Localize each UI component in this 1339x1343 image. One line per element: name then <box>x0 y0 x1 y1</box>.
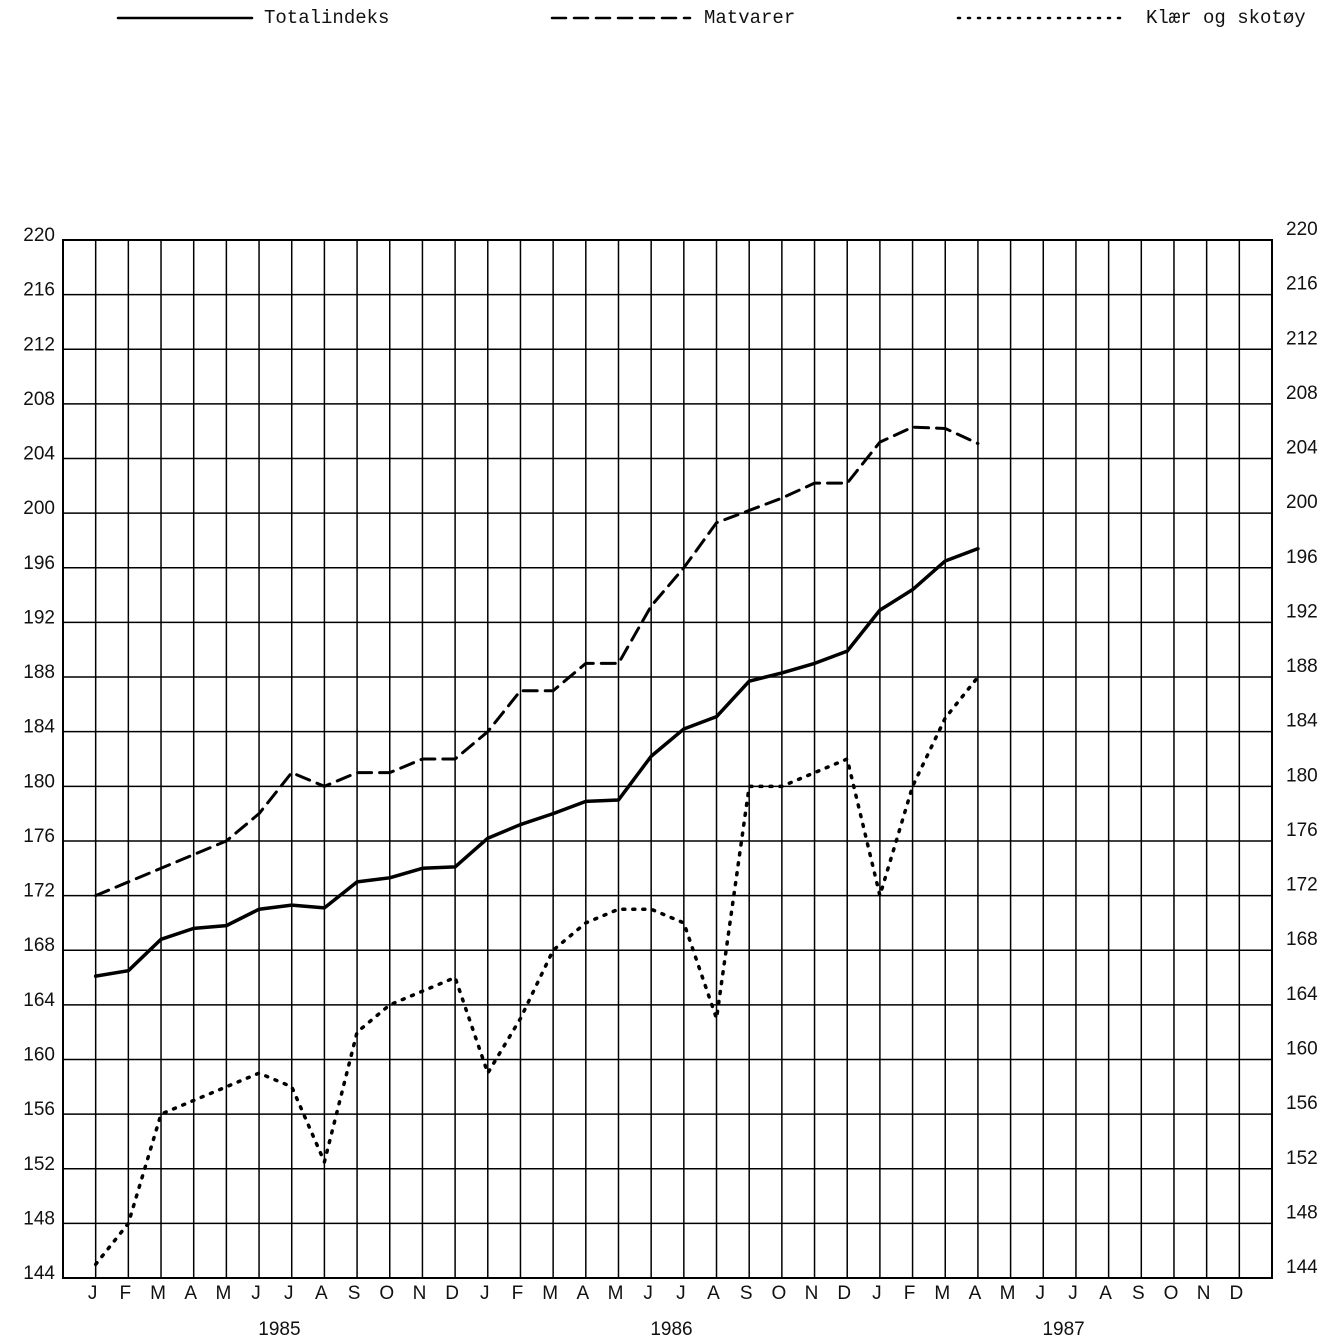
series-line <box>93 675 980 1267</box>
y-tick-label-right: 148 <box>1286 1202 1318 1223</box>
x-tick-label: M <box>215 1283 231 1304</box>
x-tick-label: N <box>805 1283 819 1304</box>
y-tick-label: 164 <box>23 990 55 1011</box>
x-tick-label: J <box>251 1283 261 1304</box>
y-tick-label: 188 <box>23 662 55 683</box>
legend-label: Klær og skotøy <box>1146 7 1306 29</box>
x-tick-label: J <box>872 1283 882 1304</box>
y-tick-label-right: 152 <box>1286 1148 1318 1169</box>
x-tick-label: M <box>542 1283 558 1304</box>
y-tick-label: 180 <box>23 771 55 792</box>
y-tick-label-right: 176 <box>1286 820 1318 841</box>
year-label: 1986 <box>650 1319 692 1340</box>
x-tick-label: O <box>771 1283 786 1304</box>
y-tick-label: 160 <box>23 1044 55 1065</box>
y-tick-label-right: 200 <box>1286 492 1318 513</box>
y-tick-label-right: 192 <box>1286 601 1318 622</box>
x-tick-label: D <box>445 1283 459 1304</box>
x-tick-label: A <box>707 1283 720 1304</box>
y-tick-label: 144 <box>23 1263 55 1284</box>
x-tick-label: S <box>740 1283 753 1304</box>
x-tick-label: N <box>1197 1283 1211 1304</box>
y-tick-label-right: 164 <box>1286 984 1318 1005</box>
x-tick-label: J <box>1068 1283 1078 1304</box>
x-tick-label: J <box>480 1283 490 1304</box>
y-tick-label-right: 188 <box>1286 656 1318 677</box>
y-tick-label: 192 <box>23 607 55 628</box>
y-tick-label-right: 144 <box>1286 1257 1318 1278</box>
y-tick-label: 212 <box>23 334 55 355</box>
x-tick-label: J <box>643 1283 653 1304</box>
y-tick-label-right: 172 <box>1286 875 1318 896</box>
year-label: 1987 <box>1042 1319 1084 1340</box>
x-tick-label: A <box>576 1283 589 1304</box>
y-tick-label: 148 <box>23 1208 55 1229</box>
y-tick-label-right: 168 <box>1286 929 1318 950</box>
series-line <box>93 546 980 978</box>
x-tick-label: M <box>608 1283 624 1304</box>
y-tick-label: 176 <box>23 826 55 847</box>
x-tick-label: J <box>676 1283 686 1304</box>
y-tick-label-right: 204 <box>1286 438 1318 459</box>
plot-frame <box>62 239 1273 1279</box>
legend-label: Matvarer <box>704 7 795 29</box>
legend-label: Totalindeks <box>264 7 389 29</box>
y-tick-label: 152 <box>23 1154 55 1175</box>
y-tick-label-right: 216 <box>1286 274 1318 295</box>
y-tick-label: 172 <box>23 881 55 902</box>
x-tick-label: D <box>837 1283 851 1304</box>
x-tick-label: A <box>184 1283 197 1304</box>
y-tick-label: 204 <box>23 444 55 465</box>
x-tick-label: S <box>348 1283 361 1304</box>
y-tick-label: 156 <box>23 1099 55 1120</box>
y-tick-label: 196 <box>23 553 55 574</box>
y-tick-label: 184 <box>23 717 55 738</box>
y-tick-label-right: 156 <box>1286 1093 1318 1114</box>
x-tick-label: O <box>379 1283 394 1304</box>
y-tick-label-right: 220 <box>1286 219 1318 240</box>
y-tick-label: 216 <box>23 280 55 301</box>
x-tick-label: F <box>120 1283 132 1304</box>
x-tick-label: J <box>88 1283 98 1304</box>
y-tick-label-right: 208 <box>1286 383 1318 404</box>
x-tick-label: J <box>284 1283 294 1304</box>
y-tick-label-right: 180 <box>1286 765 1318 786</box>
x-tick-label: N <box>413 1283 427 1304</box>
year-label: 1985 <box>258 1319 300 1340</box>
x-tick-label: A <box>1099 1283 1112 1304</box>
x-tick-label: F <box>904 1283 916 1304</box>
x-tick-label: F <box>512 1283 524 1304</box>
y-tick-label-right: 184 <box>1286 711 1318 732</box>
x-tick-label: A <box>969 1283 982 1304</box>
y-tick-label-right: 196 <box>1286 547 1318 568</box>
x-tick-label: A <box>315 1283 328 1304</box>
y-tick-label: 220 <box>23 225 55 246</box>
x-tick-label: J <box>1036 1283 1046 1304</box>
y-tick-label-right: 212 <box>1286 328 1318 349</box>
x-tick-label: S <box>1132 1283 1145 1304</box>
x-tick-label: D <box>1229 1283 1243 1304</box>
x-tick-label: M <box>150 1283 166 1304</box>
x-tick-label: M <box>934 1283 950 1304</box>
y-tick-label-right: 160 <box>1286 1038 1318 1059</box>
y-tick-label: 200 <box>23 498 55 519</box>
y-tick-label: 208 <box>23 389 55 410</box>
y-tick-label: 168 <box>23 935 55 956</box>
series-line <box>94 425 980 898</box>
x-tick-label: M <box>1000 1283 1016 1304</box>
x-tick-label: O <box>1164 1283 1179 1304</box>
